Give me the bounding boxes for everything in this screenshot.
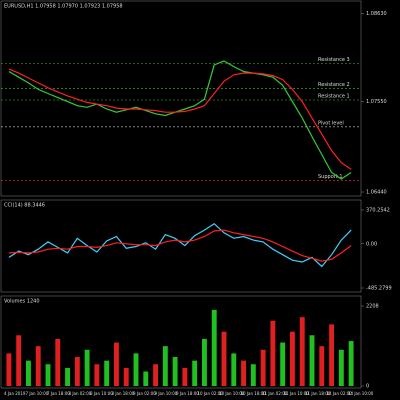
time-label: 9 Jan 18:00 (176, 391, 199, 396)
volume-bar (319, 346, 325, 386)
volume-bar (143, 371, 149, 386)
y-tick-label: 0 (366, 384, 369, 390)
time-label: 11 Jan 18:00 (305, 391, 331, 396)
volume-bar (26, 360, 31, 386)
time-label: 14 Jan 10:00 (348, 391, 374, 396)
level-label: Resistance 2 (318, 82, 350, 88)
y-tick-label: -485.2799 (366, 286, 392, 292)
volume-bar (192, 360, 198, 386)
y-tick-label: 370.2542 (366, 208, 390, 214)
volume-bar (133, 353, 139, 386)
volume-bar (182, 367, 188, 386)
volume-bar (172, 357, 178, 386)
volume-bar (153, 364, 158, 386)
series-line (8, 222, 352, 268)
y-tick-label: 1.06440 (366, 190, 387, 196)
time-label: 14 Jan 02:00 (327, 391, 353, 396)
volume-bar (45, 364, 51, 386)
volume-bar (114, 342, 119, 386)
time-label: 8 Jan 02:00 (69, 391, 92, 396)
volume-bar (290, 331, 295, 386)
volume-bar (348, 341, 354, 386)
volume-bar (65, 367, 70, 386)
volume-bar (74, 357, 80, 386)
volume-bar (211, 309, 217, 386)
volume-bar (94, 364, 100, 386)
time-label: 11 Jan 10:00 (284, 391, 310, 396)
volume-bar (231, 353, 237, 386)
volume-title: Volumes 1240 (4, 299, 40, 305)
volume-bar (35, 346, 41, 386)
series-line (8, 68, 352, 170)
volume-bar (309, 335, 315, 386)
volume-bar (221, 331, 227, 386)
cci-title: CCI(14) 88.3446 (4, 203, 45, 209)
level-label: Pivot level (318, 120, 344, 126)
volume-bar (270, 320, 276, 386)
level-label: Support 1 (318, 174, 343, 180)
volume-bar (338, 349, 344, 386)
time-label: 9 Jan 02:00 (133, 391, 156, 396)
series-line (8, 229, 352, 262)
volume-bar (104, 360, 110, 386)
symbol-label: EURUSD,H1 1.07958 1.07970 1.07923 1.0795… (4, 4, 123, 10)
volume-bar (329, 324, 334, 386)
y-tick-label: 1.07550 (366, 99, 387, 105)
volume-bar (250, 364, 256, 386)
time-label: 10 Jan 10:00 (219, 391, 245, 396)
time-label: 4 Jan 2019 (4, 391, 26, 396)
time-label: 7 Jan 18:00 (47, 391, 70, 396)
time-label: 7 Jan 10:00 (26, 391, 49, 396)
volume-bar (299, 317, 305, 386)
level-label: Resistance 1 (318, 94, 350, 100)
time-label: 8 Jan 18:00 (112, 391, 135, 396)
volume-bar (241, 360, 246, 386)
series-line (8, 60, 352, 180)
volume-bar (16, 335, 22, 386)
time-label: 8 Jan 10:00 (90, 391, 113, 396)
volume-bar (162, 346, 168, 386)
volume-bar (123, 367, 129, 386)
y-tick-label: 0.00 (366, 241, 377, 247)
volume-bar (260, 349, 266, 386)
y-tick-label: 1.08630 (366, 11, 387, 17)
time-label: 9 Jan 10:00 (155, 391, 178, 396)
level-label: Resistance 3 (318, 57, 350, 63)
volume-bar (84, 349, 90, 386)
cci-frame (0, 199, 362, 293)
volume-bar (55, 338, 61, 386)
time-label: 10 Jan 18:00 (241, 391, 267, 396)
y-tick-label: 2208 (366, 304, 379, 310)
main-frame (0, 0, 362, 197)
volume-bar (280, 342, 286, 386)
volume-frame (0, 295, 362, 389)
time-label: 11 Jan 02:00 (262, 391, 288, 396)
time-label: 10 Jan 02:00 (198, 391, 224, 396)
volume-bar (6, 353, 12, 386)
volume-bar (202, 338, 207, 386)
